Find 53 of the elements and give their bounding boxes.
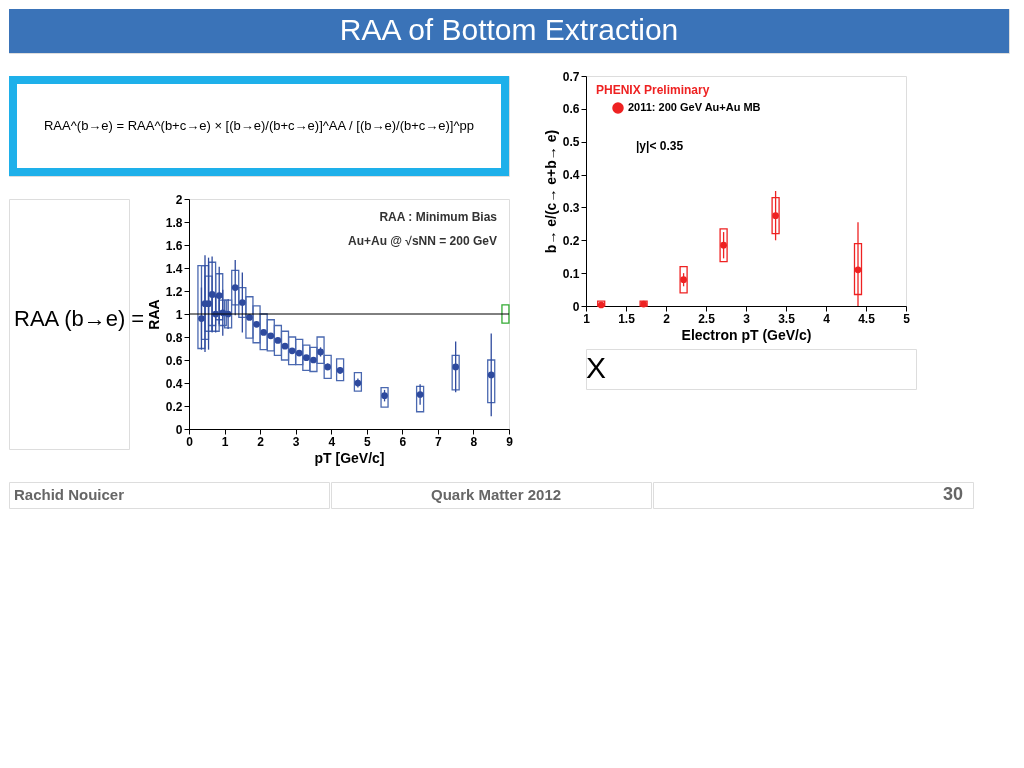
y-tick-label: 0.2: [562, 233, 580, 248]
x-tick-label: 2.5: [698, 311, 716, 326]
x-axis-title: pT [GeV/c]: [314, 449, 385, 466]
y-tick-label: 1.6: [165, 238, 183, 253]
x-tick-label: 4: [328, 434, 336, 449]
y-tick-label: 0.6: [562, 102, 580, 117]
text: 30: [942, 484, 963, 504]
x-tick-label: 8: [470, 434, 478, 449]
x-tick-label: 9: [506, 434, 514, 449]
y-tick-label: 2: [175, 192, 183, 207]
annotation: Au+Au @ √sNN = 200 GeV: [347, 234, 497, 248]
x-tick-label: 7: [435, 434, 443, 449]
x-tick-label: 5: [363, 434, 371, 449]
text: RAA^(b→e) = RAA^(b+c→e) × [(b→e)/(b+c→e)]^AA / [(b→e)/(b+c→e)]^pp: [43, 118, 475, 133]
x-tick-label: 1: [583, 311, 591, 326]
text: Rachid Nouicer: [14, 486, 125, 503]
y-tick-label: 0.2: [165, 399, 183, 414]
x-axis-title: Electron pT (GeV/c): [681, 326, 812, 343]
y-tick-label: 0.4: [562, 168, 580, 183]
x-tick-label: 3.5: [778, 311, 796, 326]
text: X: [586, 351, 607, 384]
x-tick-label: 3: [292, 434, 300, 449]
y-tick-label: 0.3: [562, 200, 580, 215]
y-tick-label: 0.7: [562, 69, 580, 84]
text: RAA (b→e) =: [14, 306, 145, 331]
x-tick-label: 4: [823, 311, 831, 326]
text: Quark Matter 2012: [431, 486, 562, 503]
y-tick-label: 1.4: [165, 261, 183, 276]
annotation: RAA : Minimum Bias: [379, 210, 498, 224]
y-axis-title: RAA: [145, 299, 162, 330]
y-tick-label: 0.6: [165, 353, 183, 368]
y-axis-title: b→ e/(c→ e+b→ e): [542, 129, 559, 254]
x-tick-label: 1.5: [618, 311, 636, 326]
y-tick-label: 0.8: [165, 330, 183, 345]
x-tick-label: 0: [186, 434, 194, 449]
annotation: |y|< 0.35: [636, 139, 684, 153]
annotation: PHENIX Preliminary: [596, 83, 710, 97]
x-tick-label: 4.5: [858, 311, 876, 326]
text: RAA of Bottom Extraction: [339, 13, 679, 46]
legend-label: 2011: 200 GeV Au+Au MB: [628, 101, 761, 113]
x-tick-label: 2: [663, 311, 671, 326]
y-tick-label: 0: [572, 299, 580, 314]
x-tick-label: 3: [743, 311, 751, 326]
y-tick-label: 0: [175, 422, 183, 437]
y-tick-label: 0.1: [562, 266, 580, 281]
x-tick-label: 6: [399, 434, 407, 449]
y-tick-label: 1.2: [165, 284, 183, 299]
x-tick-label: 5: [903, 311, 911, 326]
x-tick-label: 2: [257, 434, 265, 449]
y-tick-label: 1.8: [165, 215, 183, 230]
y-tick-label: 0.4: [165, 376, 183, 391]
x-tick-label: 1: [221, 434, 229, 449]
y-tick-label: 0.5: [562, 135, 580, 150]
